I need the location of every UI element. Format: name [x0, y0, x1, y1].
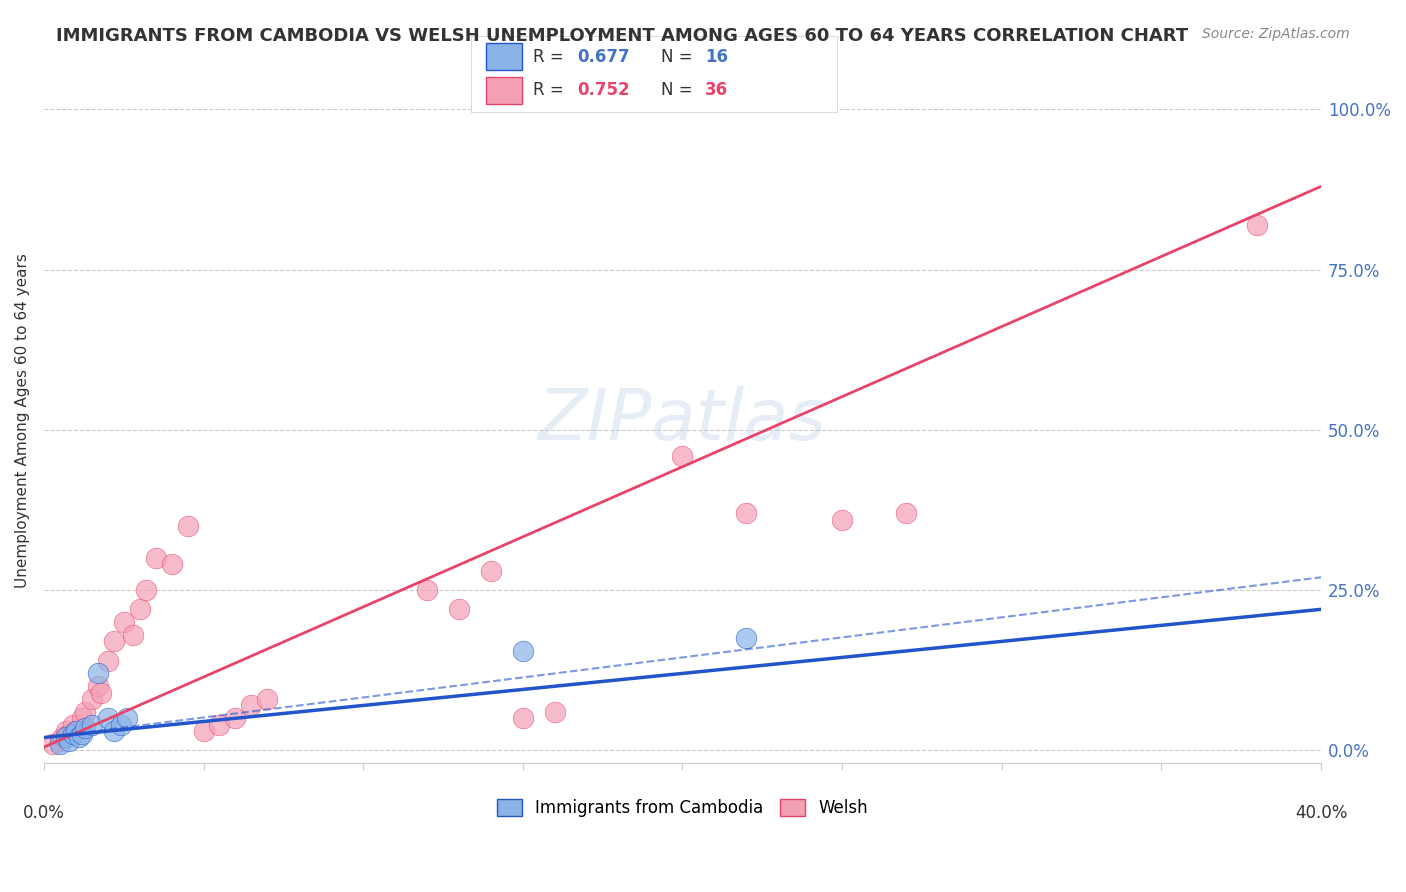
Point — [55, 724, 77, 739]
Point — [735, 631, 758, 645]
Point — [479, 564, 502, 578]
Point — [512, 644, 534, 658]
Point — [512, 711, 534, 725]
Text: Source: ZipAtlas.com: Source: ZipAtlas.com — [1202, 27, 1350, 41]
Point — [97, 711, 120, 725]
Text: N =: N = — [661, 48, 697, 66]
Text: 40.0%: 40.0% — [1295, 805, 1347, 822]
Point — [75, 705, 97, 719]
Point — [58, 733, 80, 747]
Text: 16: 16 — [704, 48, 728, 66]
Point — [110, 717, 132, 731]
Point — [224, 711, 246, 725]
Point — [894, 506, 917, 520]
Text: 0.677: 0.677 — [576, 48, 630, 66]
Point — [112, 615, 135, 629]
Point — [97, 654, 120, 668]
Point — [831, 513, 853, 527]
Point — [145, 551, 167, 566]
Point — [65, 724, 87, 739]
Text: IMMIGRANTS FROM CAMBODIA VS WELSH UNEMPLOYMENT AMONG AGES 60 TO 64 YEARS CORRELA: IMMIGRANTS FROM CAMBODIA VS WELSH UNEMPL… — [56, 27, 1188, 45]
Point — [135, 583, 157, 598]
Point — [70, 711, 93, 725]
Point — [544, 705, 567, 719]
Text: R =: R = — [533, 48, 569, 66]
FancyBboxPatch shape — [485, 78, 522, 104]
Point — [176, 519, 198, 533]
Text: 0.0%: 0.0% — [22, 805, 65, 822]
Point — [1246, 218, 1268, 232]
Text: ZIPatlas: ZIPatlas — [538, 385, 827, 455]
Point — [240, 698, 263, 713]
Legend: Immigrants from Cambodia, Welsh: Immigrants from Cambodia, Welsh — [491, 792, 875, 823]
Point — [42, 737, 65, 751]
Y-axis label: Unemployment Among Ages 60 to 64 years: Unemployment Among Ages 60 to 64 years — [15, 252, 30, 588]
Text: 36: 36 — [704, 81, 728, 99]
Point — [52, 731, 75, 745]
Point — [447, 602, 470, 616]
Point — [75, 721, 97, 735]
Point — [62, 717, 84, 731]
Point — [103, 634, 125, 648]
Point — [70, 727, 93, 741]
Point — [87, 679, 110, 693]
Point — [122, 628, 145, 642]
Point — [90, 685, 112, 699]
Point — [55, 731, 77, 745]
Point — [49, 733, 72, 747]
Text: 0.752: 0.752 — [576, 81, 630, 99]
Point — [671, 449, 693, 463]
Point — [67, 731, 90, 745]
Point — [256, 692, 278, 706]
Point — [128, 602, 150, 616]
Point — [735, 506, 758, 520]
Point — [103, 724, 125, 739]
Point — [58, 727, 80, 741]
Point — [416, 583, 439, 598]
Point — [49, 737, 72, 751]
Point — [80, 692, 103, 706]
Point — [80, 717, 103, 731]
Text: R =: R = — [533, 81, 569, 99]
Point — [193, 724, 215, 739]
FancyBboxPatch shape — [485, 44, 522, 70]
Text: N =: N = — [661, 81, 697, 99]
Point — [65, 724, 87, 739]
Point — [62, 727, 84, 741]
Point — [115, 711, 138, 725]
Point — [208, 717, 231, 731]
Point — [87, 666, 110, 681]
Point — [160, 558, 183, 572]
